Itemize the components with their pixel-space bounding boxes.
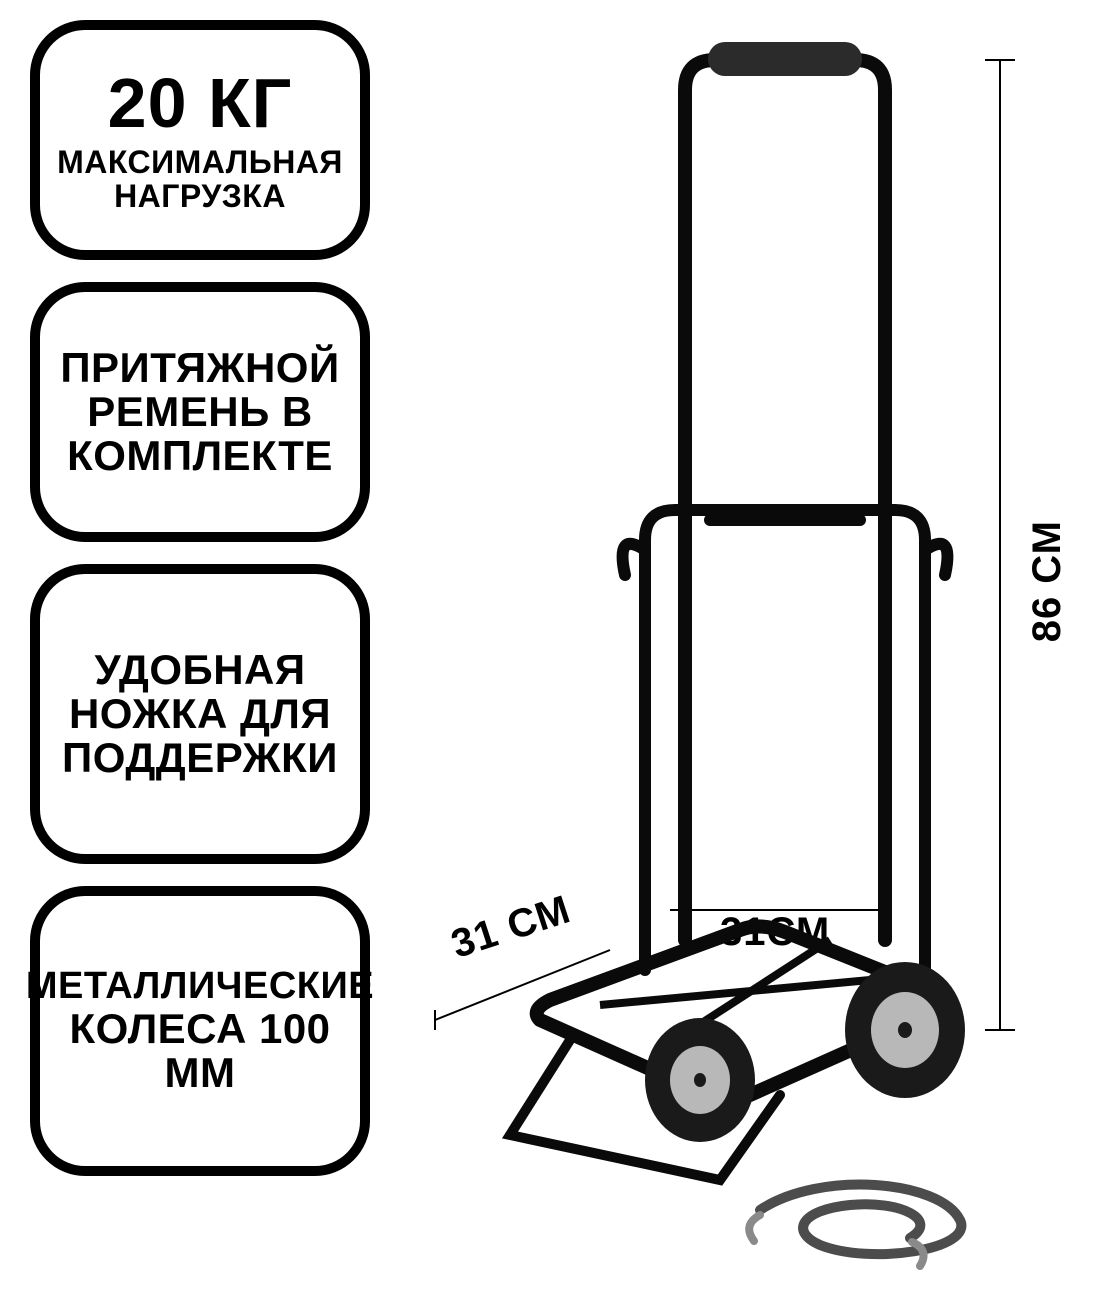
badge-max-load-value: 20 КГ <box>108 67 293 141</box>
infographic-page: 20 КГ МАКСИМАЛЬНАЯ НАГРУЗКА ПРИТЯЖНОЙ РЕ… <box>0 0 1100 1300</box>
badge-max-load-line1: МАКСИМАЛЬНАЯ <box>57 146 343 180</box>
badge-leg-line3: ПОДДЕРЖКИ <box>62 736 338 780</box>
badge-wheels-line1: МЕТАЛЛИЧЕСКИЕ <box>26 967 374 1007</box>
wheel-left-icon <box>645 1018 755 1142</box>
badge-leg-line1: УДОБНАЯ <box>94 648 305 692</box>
badge-strap: ПРИТЯЖНОЙ РЕМЕНЬ В КОМПЛЕКТЕ <box>30 282 370 542</box>
badge-max-load: 20 КГ МАКСИМАЛЬНАЯ НАГРУЗКА <box>30 20 370 260</box>
badge-strap-line2: РЕМЕНЬ В <box>87 390 313 434</box>
badge-leg-line2: НОЖКА ДЛЯ <box>69 692 331 736</box>
badge-wheels-line2: КОЛЕСА 100 ММ <box>54 1007 346 1095</box>
badge-support-leg: УДОБНАЯ НОЖКА ДЛЯ ПОДДЕРЖКИ <box>30 564 370 864</box>
badge-wheels: МЕТАЛЛИЧЕСКИЕ КОЛЕСА 100 ММ <box>30 886 370 1176</box>
badge-max-load-line2: НАГРУЗКА <box>114 180 286 214</box>
badge-strap-line1: ПРИТЯЖНОЙ <box>60 346 339 390</box>
bungee-strap-icon <box>749 1185 961 1266</box>
product-illustration <box>400 20 1040 1280</box>
wheel-right-icon <box>845 962 965 1098</box>
handle-grip-icon <box>708 42 862 76</box>
badge-strap-line3: КОМПЛЕКТЕ <box>67 434 333 478</box>
